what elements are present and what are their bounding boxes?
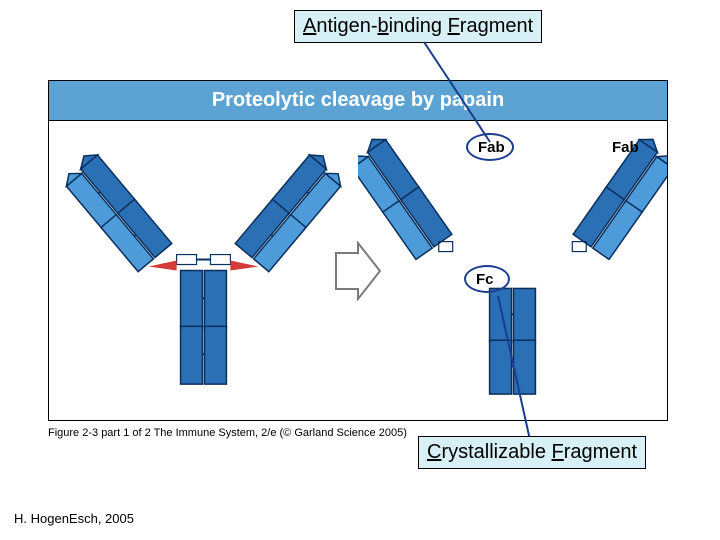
panel-cleaved: Fab Fab Fc bbox=[358, 121, 667, 420]
cleaved-fragments-svg bbox=[358, 121, 667, 420]
figure-title: Proteolytic cleavage by papain bbox=[212, 89, 504, 111]
panel-intact bbox=[49, 121, 358, 420]
label-fab-right: Fab bbox=[612, 139, 639, 156]
circle-fc bbox=[464, 265, 510, 293]
intact-antibody-svg bbox=[49, 121, 358, 420]
figure-panels: Fab Fab Fc bbox=[48, 121, 668, 421]
circle-fab bbox=[466, 133, 514, 161]
figure: Proteolytic cleavage by papain bbox=[48, 80, 668, 439]
attribution: H. HogenEsch, 2005 bbox=[14, 511, 134, 526]
callout-bottom-text: Crystallizable Fragment bbox=[427, 441, 637, 463]
callout-antigen-binding: Antigen-binding Fragment bbox=[294, 10, 542, 43]
callout-top-text: Antigen-binding Fragment bbox=[303, 15, 533, 37]
transition-arrow-icon bbox=[334, 241, 382, 301]
callout-crystallizable: Crystallizable Fragment bbox=[418, 436, 646, 469]
figure-title-bar: Proteolytic cleavage by papain bbox=[48, 80, 668, 121]
